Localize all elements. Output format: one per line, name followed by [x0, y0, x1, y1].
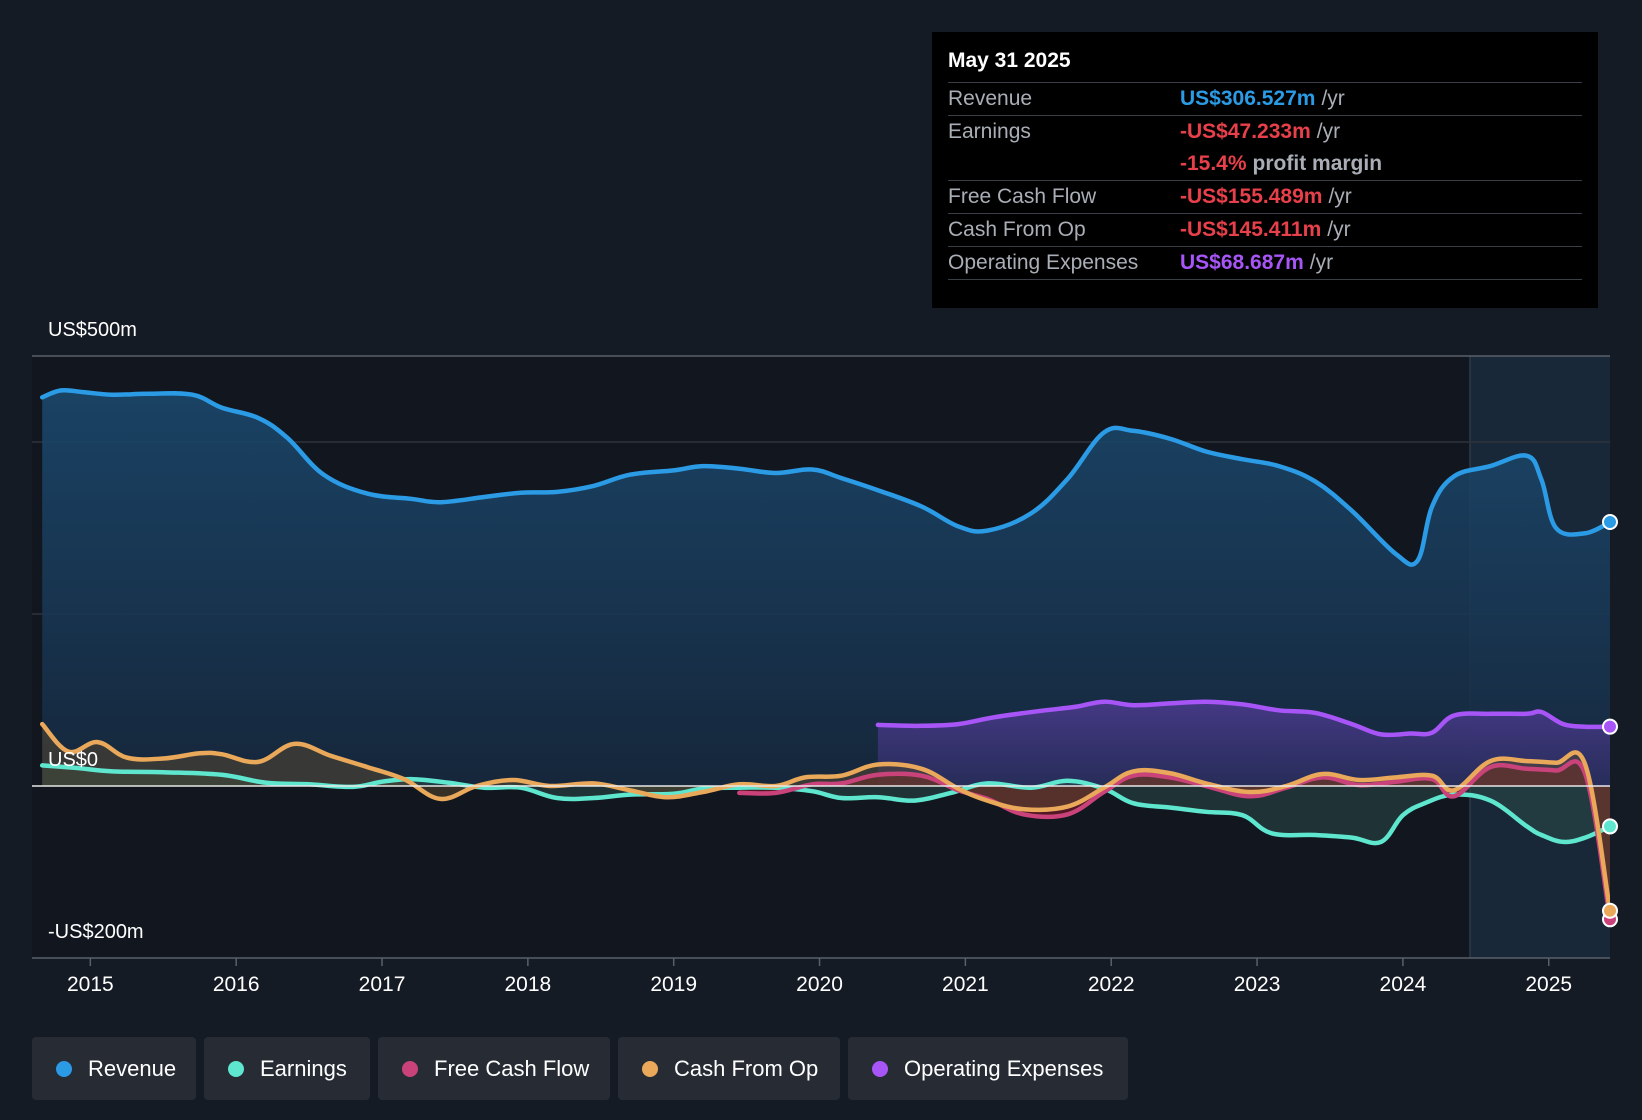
tooltip-label: Free Cash Flow [948, 185, 1097, 208]
x-tick-label: 2019 [650, 973, 697, 996]
tooltip-panel: May 31 2025 Revenue US$306.527m /yr Earn… [932, 32, 1598, 308]
tooltip-row-fcf: Free Cash Flow -US$155.489m /yr [948, 180, 1582, 213]
tooltip-row-cfo: Cash From Op -US$145.411m /yr [948, 213, 1582, 246]
x-tick-label: 2021 [942, 973, 989, 996]
operating-expenses-endpoint [1602, 718, 1618, 735]
legend-earnings[interactable]: Earnings [204, 1037, 370, 1100]
legend-cash-from-op[interactable]: Cash From Op [618, 1037, 840, 1100]
x-axis: 2015 2016 2017 2018 2019 2020 2021 2022 2023 2024… [67, 958, 1572, 996]
x-tick-label: 2018 [505, 973, 552, 996]
x-tick-label: 2017 [359, 973, 406, 996]
legend-dot-icon [642, 1060, 658, 1077]
x-tick-label: 2024 [1380, 973, 1427, 996]
x-tick-label: 2025 [1525, 973, 1572, 996]
tooltip-value: US$306.527m [1180, 87, 1316, 110]
legend-label: Revenue [88, 1055, 177, 1081]
legend-label: Free Cash Flow [434, 1055, 590, 1081]
tooltip-row-margin: -15.4% profit margin [948, 148, 1582, 180]
tooltip-value: -15.4% [1180, 152, 1247, 175]
tooltip-row-earnings: Earnings -US$47.233m /yr [948, 115, 1582, 148]
legend-label: Cash From Op [674, 1055, 819, 1081]
operating-expenses-line [875, 699, 1610, 738]
tooltip-unit: profit margin [1252, 152, 1383, 175]
tooltip-unit: /yr [1316, 120, 1341, 143]
revenue-area [42, 390, 1610, 786]
legend-dot-icon [402, 1060, 418, 1077]
series-areas [42, 390, 1610, 920]
free-cash-flow-line [737, 759, 1610, 922]
x-tick-label: 2022 [1088, 973, 1135, 996]
y-axis: US$500m US$0 -US$200m [48, 319, 144, 943]
earnings-line [39, 763, 1610, 846]
tooltip-value: -US$155.489m [1180, 185, 1323, 208]
legend-dot-icon [228, 1060, 244, 1077]
revenue-line [39, 387, 1610, 567]
revenue-endpoint [1602, 513, 1618, 530]
x-tick-label: 2020 [796, 973, 843, 996]
x-tick-label: 2023 [1234, 973, 1281, 996]
series-lines [32, 387, 1610, 922]
tooltip-label: Operating Expenses [948, 251, 1139, 274]
y-tick-label: US$500m [48, 319, 137, 341]
tooltip-label: Cash From Op [948, 218, 1086, 241]
tooltip-unit: /yr [1309, 251, 1334, 274]
legend-operating-expenses[interactable]: Operating Expenses [848, 1037, 1128, 1100]
legend-label: Operating Expenses [904, 1055, 1104, 1081]
tooltip-value: -US$47.233m [1180, 120, 1311, 143]
tooltip-date: May 31 2025 [948, 49, 1071, 72]
tooltip-label: Revenue [948, 87, 1033, 110]
tooltip-unit: /yr [1321, 87, 1345, 110]
legend-revenue[interactable]: Revenue [32, 1037, 196, 1100]
tooltip-row-opex: Operating Expenses US$68.687m /yr [948, 246, 1582, 280]
x-tick-label: 2016 [213, 973, 260, 996]
tooltip-row-revenue: Revenue US$306.527m /yr [948, 82, 1582, 115]
y-tick-label: US$0 [48, 749, 98, 771]
tooltip-label: Earnings [948, 120, 1031, 143]
legend-label: Earnings [260, 1055, 347, 1081]
series-endpoints [1602, 513, 1618, 928]
earnings-endpoint [1602, 818, 1618, 835]
y-tick-label: -US$200m [48, 921, 144, 943]
legend-free-cash-flow[interactable]: Free Cash Flow [378, 1037, 610, 1100]
operating-expenses-area [877, 701, 1610, 786]
x-tick-label: 2015 [67, 973, 114, 996]
legend-dot-icon [56, 1060, 72, 1077]
tooltip-value: US$68.687m [1180, 251, 1304, 274]
earnings-area [42, 765, 1610, 844]
tooltip-unit: /yr [1327, 218, 1351, 241]
cash-from-op-line [39, 721, 1610, 913]
cash-from-op-endpoint [1602, 902, 1618, 919]
legend-dot-icon [872, 1060, 888, 1077]
tooltip-unit: /yr [1328, 185, 1352, 208]
tooltip-value: -US$145.411m [1180, 218, 1322, 241]
